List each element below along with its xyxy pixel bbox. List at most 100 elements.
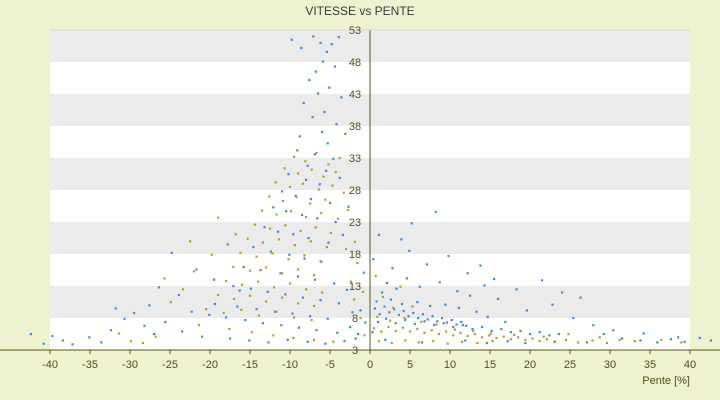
data-point-olive bbox=[531, 337, 534, 340]
data-point-olive bbox=[317, 188, 320, 191]
data-point-olive bbox=[373, 327, 376, 330]
x-tick-label: 30 bbox=[604, 359, 616, 371]
data-point-olive bbox=[453, 328, 456, 331]
data-point-blue bbox=[402, 309, 405, 313]
data-point-blue bbox=[385, 281, 388, 284]
data-point-olive bbox=[274, 181, 277, 184]
data-point-olive bbox=[416, 327, 419, 331]
data-point-olive bbox=[210, 253, 213, 256]
data-point-blue bbox=[354, 337, 357, 340]
data-point-blue bbox=[444, 303, 447, 306]
y-tick-label: 18 bbox=[349, 249, 361, 261]
data-point-blue bbox=[394, 322, 397, 325]
data-point-blue bbox=[338, 176, 341, 180]
data-point-olive bbox=[476, 341, 479, 345]
data-point-blue bbox=[475, 310, 478, 313]
data-point-blue bbox=[400, 238, 403, 241]
data-point-olive bbox=[239, 251, 242, 254]
data-point-blue bbox=[300, 46, 303, 50]
data-point-olive bbox=[273, 286, 276, 289]
data-point-blue bbox=[332, 157, 335, 160]
x-tick-label: 25 bbox=[564, 359, 576, 371]
data-point-blue bbox=[325, 50, 328, 53]
data-point-blue bbox=[238, 289, 241, 292]
data-point-olive bbox=[303, 254, 306, 257]
data-point-blue bbox=[343, 340, 346, 343]
data-point-blue bbox=[464, 339, 467, 342]
data-point-blue bbox=[441, 317, 444, 320]
data-point-olive bbox=[271, 252, 274, 255]
data-point-blue bbox=[519, 329, 522, 332]
data-point-olive bbox=[342, 191, 345, 194]
data-point-blue bbox=[327, 241, 330, 244]
data-point-olive bbox=[472, 329, 475, 332]
data-point-blue bbox=[313, 153, 316, 156]
data-point-blue bbox=[261, 322, 264, 325]
data-point-olive bbox=[275, 310, 278, 313]
data-point-olive bbox=[577, 341, 580, 344]
data-point-olive bbox=[445, 330, 448, 333]
x-tick-label: -35 bbox=[82, 359, 98, 371]
data-point-blue bbox=[273, 310, 276, 313]
data-point-olive bbox=[320, 212, 323, 215]
data-point-olive bbox=[310, 318, 313, 322]
data-point-blue bbox=[431, 315, 434, 318]
data-point-olive bbox=[466, 334, 469, 338]
data-point-olive bbox=[217, 216, 220, 219]
data-point-olive bbox=[411, 305, 414, 308]
data-point-blue bbox=[279, 272, 282, 275]
data-point-olive bbox=[459, 331, 462, 334]
data-point-blue bbox=[485, 341, 488, 345]
data-point-blue bbox=[195, 268, 198, 271]
data-point-blue bbox=[359, 309, 362, 312]
data-point-olive bbox=[524, 338, 527, 341]
data-point-blue bbox=[340, 96, 343, 99]
data-point-blue bbox=[677, 336, 680, 339]
data-point-olive bbox=[325, 245, 328, 249]
data-point-olive bbox=[680, 341, 683, 344]
data-point-blue bbox=[285, 210, 288, 213]
x-tick-label: -5 bbox=[325, 359, 335, 371]
data-point-blue bbox=[248, 339, 251, 342]
data-point-olive bbox=[293, 155, 296, 158]
data-point-blue bbox=[201, 335, 204, 338]
data-point-olive bbox=[502, 335, 505, 338]
x-tick-label: 5 bbox=[407, 359, 413, 371]
data-point-olive bbox=[387, 325, 390, 329]
data-point-blue bbox=[269, 250, 272, 253]
data-point-blue bbox=[313, 278, 316, 281]
data-point-olive bbox=[452, 334, 455, 337]
data-point-olive bbox=[565, 338, 568, 341]
data-point-olive bbox=[310, 168, 313, 171]
data-point-olive bbox=[289, 282, 292, 285]
data-point-blue bbox=[311, 116, 314, 119]
data-point-blue bbox=[506, 340, 509, 343]
data-point-blue bbox=[143, 324, 146, 327]
data-point-blue bbox=[433, 324, 436, 327]
data-point-olive bbox=[334, 171, 337, 174]
data-point-blue bbox=[297, 326, 300, 329]
data-point-blue bbox=[266, 290, 269, 293]
data-point-olive bbox=[205, 308, 208, 311]
data-point-blue bbox=[213, 278, 216, 281]
data-point-olive bbox=[361, 290, 364, 293]
data-point-blue bbox=[297, 275, 300, 278]
data-point-blue bbox=[290, 38, 293, 41]
data-point-blue bbox=[421, 313, 424, 316]
data-point-olive bbox=[246, 237, 249, 240]
data-point-blue bbox=[301, 296, 304, 299]
data-point-blue bbox=[61, 339, 64, 342]
data-point-olive bbox=[633, 340, 636, 343]
data-point-olive bbox=[297, 302, 300, 305]
data-point-blue bbox=[294, 194, 297, 197]
data-point-olive bbox=[232, 265, 235, 268]
x-tick-label: -40 bbox=[42, 359, 58, 371]
data-point-olive bbox=[305, 215, 308, 219]
data-point-blue bbox=[391, 267, 394, 270]
data-point-olive bbox=[253, 223, 256, 226]
data-point-blue bbox=[177, 293, 180, 297]
data-point-blue bbox=[442, 322, 445, 325]
data-point-olive bbox=[324, 198, 327, 201]
data-point-olive bbox=[322, 175, 325, 178]
data-point-olive bbox=[309, 202, 312, 205]
